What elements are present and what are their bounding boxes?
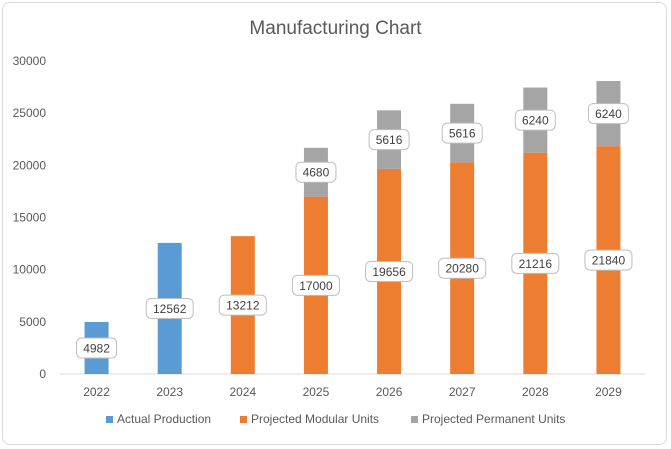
data-label: 21216 <box>519 257 553 271</box>
data-label-box <box>514 109 556 131</box>
data-label-box <box>511 252 560 274</box>
y-tick-label: 10000 <box>13 263 47 277</box>
data-label-box <box>76 337 118 359</box>
data-label-box <box>145 297 194 319</box>
data-label-box <box>291 274 340 296</box>
x-tick-label: 2023 <box>156 385 183 399</box>
data-label: 19656 <box>372 265 406 279</box>
data-label-box <box>295 161 337 183</box>
data-label-box <box>584 249 633 271</box>
data-label-box <box>587 103 629 125</box>
legend-label: Projected Modular Units <box>251 412 379 426</box>
x-tick-label: 2024 <box>229 385 256 399</box>
y-tick-label: 0 <box>39 367 46 381</box>
data-label-box <box>438 257 487 279</box>
data-label: 13212 <box>226 299 260 313</box>
x-tick-label: 2027 <box>449 385 476 399</box>
y-tick-label: 25000 <box>13 106 47 120</box>
legend-swatch <box>411 416 418 423</box>
legend-label: Projected Permanent Units <box>422 412 565 426</box>
x-tick-label: 2022 <box>83 385 110 399</box>
data-label: 4680 <box>303 166 330 180</box>
data-label: 20280 <box>446 262 480 276</box>
data-label-box <box>441 122 483 144</box>
data-label-box <box>218 294 267 316</box>
legend-swatch <box>106 416 113 423</box>
data-label: 6240 <box>522 114 549 128</box>
data-label: 6240 <box>595 107 622 121</box>
x-tick-label: 2029 <box>595 385 622 399</box>
data-label: 5616 <box>376 133 403 147</box>
legend-swatch <box>240 416 247 423</box>
data-label: 17000 <box>299 279 333 293</box>
x-tick-label: 2028 <box>522 385 549 399</box>
data-label: 12562 <box>153 302 187 316</box>
data-label: 21840 <box>592 254 626 268</box>
y-tick-label: 15000 <box>13 211 47 225</box>
data-label: 5616 <box>449 127 476 141</box>
y-tick-label: 20000 <box>13 158 47 172</box>
data-label-box <box>365 260 414 282</box>
chart-frame <box>2 2 667 445</box>
y-tick-label: 5000 <box>19 315 46 329</box>
chart-title: Manufacturing Chart <box>249 18 422 39</box>
x-tick-label: 2026 <box>376 385 403 399</box>
legend-label: Actual Production <box>117 412 211 426</box>
x-tick-label: 2025 <box>303 385 330 399</box>
data-label-box <box>368 129 410 151</box>
y-tick-label: 30000 <box>13 54 47 68</box>
data-label: 4982 <box>83 342 110 356</box>
